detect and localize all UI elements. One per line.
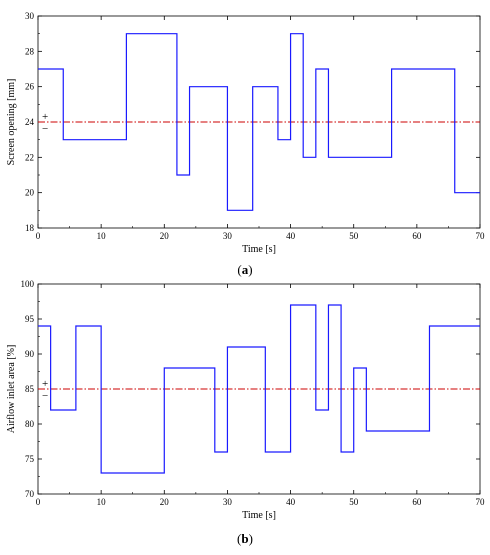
x-tick-labels: 0 10 20 30 40 50 60 70 <box>36 231 485 241</box>
x-tick-label: 30 <box>223 497 233 507</box>
y-axis-label: Screen opening [mm] <box>6 79 17 166</box>
y-tick-label: 26 <box>25 82 35 92</box>
x-tick-label: 40 <box>286 497 296 507</box>
y-tick-label: 30 <box>25 11 35 21</box>
y-tick-label: 28 <box>25 46 35 56</box>
x-tick-label: 0 <box>36 231 41 241</box>
x-tick-label: 30 <box>223 231 233 241</box>
y-tick-label: 80 <box>25 419 35 429</box>
plus-sign: + <box>42 378 48 390</box>
x-tick-label: 20 <box>160 231 170 241</box>
y-tick-label: 20 <box>25 188 35 198</box>
y-tick-label: 95 <box>25 314 35 324</box>
chart-panel-b: 0 10 20 30 40 50 60 70 70 75 80 85 90 95 100 + − Time… <box>6 279 485 546</box>
x-tick-label: 70 <box>476 497 486 507</box>
y-axis-label: Airflow inlet area [%] <box>6 345 17 434</box>
y-tick-label: 22 <box>25 152 34 162</box>
x-tick-labels: 0 10 20 30 40 50 60 70 <box>36 497 485 507</box>
x-tick-label: 50 <box>349 497 359 507</box>
x-axis-label: Time [s] <box>242 244 276 255</box>
x-axis-label: Time [s] <box>242 510 276 521</box>
panel-letter: b <box>241 531 248 546</box>
x-tick-label: 50 <box>349 231 359 241</box>
tick-marks <box>37 283 481 495</box>
x-tick-label: 0 <box>36 497 41 507</box>
x-tick-label: 10 <box>97 497 107 507</box>
y-tick-label: 85 <box>25 384 35 394</box>
x-tick-label: 20 <box>160 497 170 507</box>
minus-sign: − <box>42 123 48 135</box>
y-tick-label: 24 <box>25 117 35 127</box>
minus-sign: − <box>42 390 48 402</box>
y-tick-label: 18 <box>25 223 35 233</box>
panel-caption: (b) <box>237 531 253 546</box>
x-tick-label: 70 <box>476 231 486 241</box>
x-tick-label: 40 <box>286 231 296 241</box>
plus-sign: + <box>42 111 48 123</box>
chart-panel-a: 0 10 20 30 40 50 60 70 18 20 22 24 26 28 30 + − Time … <box>6 11 485 277</box>
y-tick-label: 75 <box>25 454 35 464</box>
x-tick-label: 10 <box>97 231 107 241</box>
x-tick-label: 60 <box>412 497 422 507</box>
y-tick-label: 90 <box>25 349 35 359</box>
y-tick-labels: 18 20 22 24 26 28 30 <box>25 11 35 233</box>
series-line <box>38 304 480 474</box>
panel-caption: (a) <box>237 262 252 277</box>
y-tick-label: 70 <box>25 489 35 499</box>
x-tick-label: 60 <box>412 231 422 241</box>
series-line <box>38 33 480 211</box>
y-tick-labels: 70 75 80 85 90 95 100 <box>21 279 35 499</box>
panel-letter: a <box>242 262 249 277</box>
y-tick-label: 100 <box>21 279 35 289</box>
